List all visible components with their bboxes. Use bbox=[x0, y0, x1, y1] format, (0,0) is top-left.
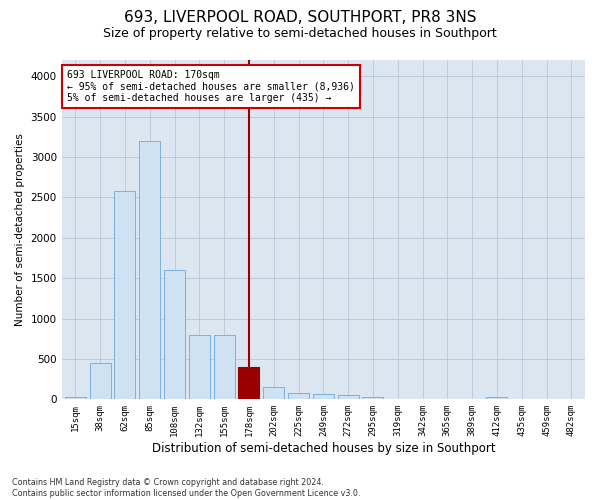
Bar bbox=[115, 191, 136, 400]
Y-axis label: Number of semi-detached properties: Number of semi-detached properties bbox=[15, 133, 25, 326]
Bar bbox=[387, 398, 408, 400]
Bar bbox=[89, 363, 110, 400]
Bar bbox=[238, 367, 259, 400]
Bar bbox=[288, 393, 309, 400]
Bar bbox=[214, 334, 235, 400]
Bar bbox=[263, 387, 284, 400]
X-axis label: Distribution of semi-detached houses by size in Southport: Distribution of semi-detached houses by … bbox=[152, 442, 495, 455]
Bar bbox=[139, 141, 160, 400]
Text: Size of property relative to semi-detached houses in Southport: Size of property relative to semi-detach… bbox=[103, 28, 497, 40]
Text: 693 LIVERPOOL ROAD: 170sqm
← 95% of semi-detached houses are smaller (8,936)
5% : 693 LIVERPOOL ROAD: 170sqm ← 95% of semi… bbox=[67, 70, 355, 103]
Bar bbox=[487, 398, 508, 400]
Bar bbox=[313, 394, 334, 400]
Bar bbox=[238, 367, 259, 400]
Text: 693, LIVERPOOL ROAD, SOUTHPORT, PR8 3NS: 693, LIVERPOOL ROAD, SOUTHPORT, PR8 3NS bbox=[124, 10, 476, 25]
Bar bbox=[189, 334, 210, 400]
Bar bbox=[338, 396, 359, 400]
Bar bbox=[65, 398, 86, 400]
Bar bbox=[164, 270, 185, 400]
Text: Contains HM Land Registry data © Crown copyright and database right 2024.
Contai: Contains HM Land Registry data © Crown c… bbox=[12, 478, 361, 498]
Bar bbox=[362, 398, 383, 400]
